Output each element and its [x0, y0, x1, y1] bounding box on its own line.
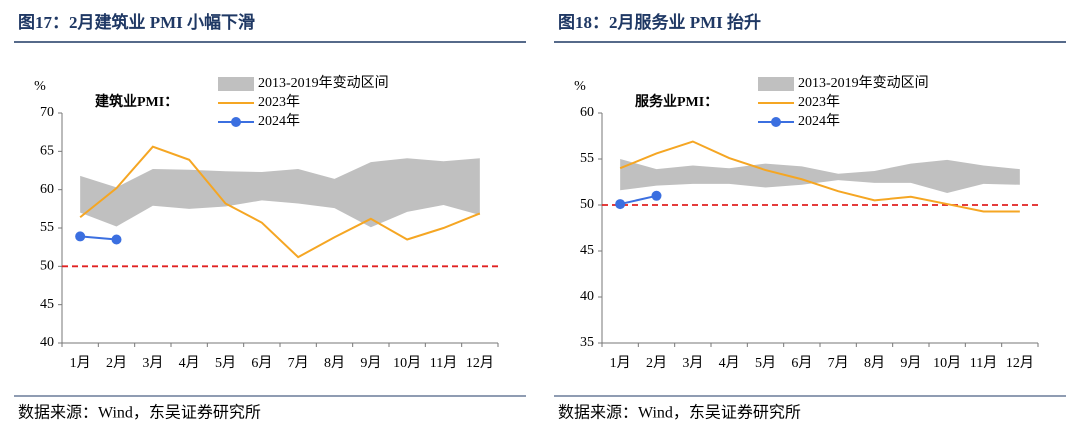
x-tick-label: 7月	[288, 355, 309, 371]
x-tick-label: 2月	[646, 355, 667, 371]
y-tick-label: 55	[40, 220, 54, 235]
y-tick-label: 50	[40, 259, 54, 274]
legend-label: 2013-2019年变动区间	[798, 75, 929, 91]
panel-title: 图17：2月建筑业 PMI 小幅下滑	[18, 12, 255, 32]
x-tick-label: 3月	[142, 355, 163, 371]
x-tick-label: 12月	[466, 355, 494, 371]
x-tick-label: 11月	[430, 355, 457, 371]
x-tick-label: 3月	[682, 355, 703, 371]
source: 数据来源：Wind，东吴证券研究所	[18, 404, 261, 422]
x-tick-label: 1月	[70, 355, 91, 371]
x-tick-label: 6月	[251, 355, 272, 371]
series-marker	[615, 199, 626, 210]
range-band	[80, 158, 480, 228]
legend-marker	[771, 117, 781, 127]
x-tick-label: 12月	[1006, 355, 1034, 371]
source: 数据来源：Wind，东吴证券研究所	[558, 404, 801, 422]
y-tick-label: 55	[580, 151, 594, 166]
annotation: 建筑业PMI：	[95, 93, 178, 110]
y-tick-label: 65	[40, 144, 54, 159]
y-axis-label: %	[574, 79, 586, 94]
legend-label: 2024年	[798, 113, 840, 129]
legend-label: 2013-2019年变动区间	[258, 75, 389, 91]
y-tick-label: 60	[40, 182, 54, 197]
series-marker	[651, 190, 662, 201]
y-tick-label: 40	[580, 289, 594, 304]
x-tick-label: 7月	[828, 355, 849, 371]
x-tick-label: 4月	[719, 355, 740, 371]
y-tick-label: 70	[40, 105, 54, 120]
x-tick-label: 5月	[755, 355, 776, 371]
x-tick-label: 6月	[791, 355, 812, 371]
x-tick-label: 10月	[933, 355, 961, 371]
x-tick-label: 9月	[360, 355, 381, 371]
annotation: 服务业PMI：	[635, 93, 718, 110]
x-tick-label: 4月	[179, 355, 200, 371]
y-tick-label: 35	[580, 335, 594, 350]
series-line	[619, 140, 1020, 213]
legend-swatch	[218, 77, 254, 91]
series-line	[619, 194, 657, 206]
y-tick-label: 45	[40, 297, 54, 312]
series-line	[80, 235, 117, 241]
range-band	[620, 159, 1020, 194]
y-tick-label: 45	[580, 243, 594, 258]
x-tick-label: 9月	[900, 355, 921, 371]
legend-swatch	[758, 77, 794, 91]
x-tick-label: 1月	[610, 355, 631, 371]
x-tick-label: 2月	[106, 355, 127, 371]
series-marker	[75, 231, 86, 242]
legend-label: 2023年	[258, 94, 300, 110]
y-axis-label: %	[34, 79, 46, 94]
series-marker	[111, 234, 122, 245]
x-tick-label: 8月	[864, 355, 885, 371]
panel-title: 图18：2月服务业 PMI 抬升	[558, 12, 761, 32]
y-tick-label: 60	[580, 105, 594, 120]
x-tick-label: 5月	[215, 355, 236, 371]
x-tick-label: 10月	[393, 355, 421, 371]
legend-label: 2023年	[798, 94, 840, 110]
y-tick-label: 40	[40, 335, 54, 350]
legend-marker	[231, 117, 241, 127]
y-tick-label: 50	[580, 197, 594, 212]
x-tick-label: 11月	[970, 355, 997, 371]
series-line	[79, 145, 481, 259]
legend-label: 2024年	[258, 113, 300, 129]
x-tick-label: 8月	[324, 355, 345, 371]
